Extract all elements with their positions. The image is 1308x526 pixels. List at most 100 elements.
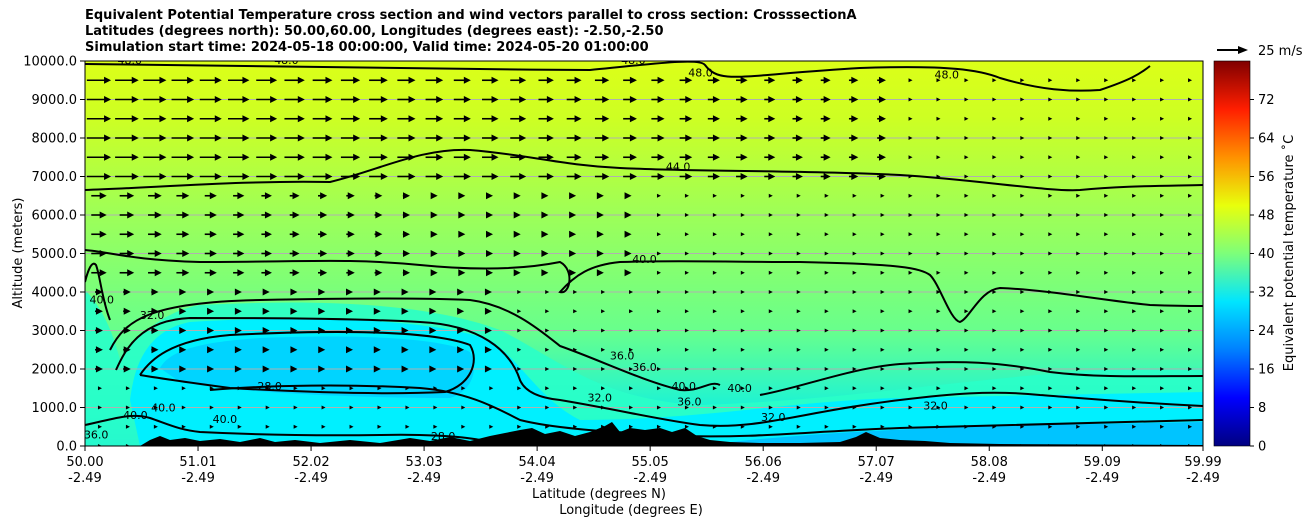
wind-vector — [768, 213, 773, 217]
chart-title: Equivalent Potential Temperature cross s… — [85, 8, 857, 23]
wind-vector — [596, 211, 604, 219]
wind-vector — [97, 424, 102, 429]
wind-vector — [824, 290, 829, 294]
wind-vector — [401, 327, 409, 334]
wind-vector — [796, 367, 801, 371]
wind-vector — [457, 346, 465, 354]
wind-vector — [908, 309, 913, 314]
wind-vector — [707, 96, 720, 103]
wind-vector — [397, 134, 416, 142]
wind-vector — [1076, 78, 1081, 83]
wind-vector — [95, 346, 103, 354]
wind-vector — [1188, 116, 1193, 121]
wind-vector — [176, 192, 190, 200]
wind-vector — [824, 232, 829, 237]
terrain-silhouette — [140, 422, 1203, 446]
wind-vector — [457, 307, 465, 315]
x-tick-label-latitude: 54.04 — [519, 455, 556, 470]
contour-label: 40.0 — [671, 380, 696, 393]
wind-vector — [1132, 97, 1137, 102]
wind-vector — [573, 290, 578, 294]
y-tick-label: 4000.0 — [32, 286, 78, 301]
wind-vector — [290, 288, 298, 296]
x-tick-label-longitude: -2.49 — [1186, 471, 1220, 486]
wind-vector — [545, 328, 550, 333]
wind-vector — [290, 365, 298, 373]
wind-vector — [707, 76, 720, 84]
wind-vector — [936, 328, 941, 333]
wind-vector — [1048, 78, 1053, 83]
wind-vector — [340, 96, 361, 103]
wind-vector — [656, 251, 661, 256]
wind-vector — [143, 115, 167, 123]
wind-vector — [233, 269, 245, 277]
wind-vector — [736, 173, 748, 180]
wind-vector — [880, 386, 885, 391]
wind-vector — [289, 211, 300, 219]
wind-vector — [1020, 290, 1025, 294]
wind-vector — [541, 250, 549, 257]
wind-vector — [848, 153, 859, 161]
wind-vector — [318, 288, 326, 296]
wind-vector — [1104, 251, 1109, 256]
wind-vector — [545, 405, 550, 410]
wind-vector — [1188, 97, 1193, 102]
colorbar-tick-label: 32 — [1258, 286, 1275, 301]
wind-vector — [820, 173, 831, 180]
colorbar-gradient — [1213, 60, 1251, 447]
wind-vector — [712, 328, 717, 333]
wind-vector — [656, 290, 661, 294]
wind-vector — [453, 115, 471, 123]
wind-vector — [964, 290, 969, 294]
x-tick-label-latitude: 57.07 — [858, 455, 895, 470]
wind-vector — [880, 270, 885, 275]
wind-vector — [1160, 328, 1165, 333]
wind-vector — [684, 347, 689, 352]
y-tick-label: 1000.0 — [32, 401, 78, 416]
wind-vector — [402, 269, 411, 277]
x-tick-label-latitude: 59.09 — [1084, 455, 1121, 470]
wind-vector — [601, 309, 606, 314]
wind-vector — [1020, 232, 1025, 237]
wind-vector — [768, 405, 773, 410]
wind-vector — [489, 424, 494, 429]
wind-vector — [538, 96, 554, 103]
wind-vector — [457, 365, 465, 373]
wind-vector — [629, 424, 634, 429]
wind-vector — [679, 153, 693, 161]
wind-vector — [908, 405, 913, 410]
wind-vector — [964, 232, 969, 237]
wind-vector — [171, 173, 195, 180]
wind-vector — [517, 347, 522, 352]
wind-vector — [656, 270, 661, 275]
wind-vector — [566, 134, 582, 142]
x-tick-label-latitude: 53.03 — [405, 455, 442, 470]
wind-vector — [992, 232, 997, 237]
wind-vector — [852, 270, 857, 275]
wind-vector — [340, 134, 361, 142]
wind-vector — [679, 134, 693, 142]
wind-vector — [824, 386, 829, 391]
wind-vector — [1048, 116, 1053, 121]
wind-vector — [796, 309, 801, 314]
wind-vector — [289, 250, 300, 257]
contour-label: 36.0 — [84, 428, 109, 441]
wind-vector — [151, 365, 159, 373]
wind-vector — [374, 192, 383, 200]
wind-vector — [453, 153, 471, 161]
wind-vector — [1132, 116, 1137, 121]
wind-vector — [425, 173, 444, 180]
x-tick-label-longitude: -2.49 — [181, 471, 215, 486]
wind-vector — [936, 270, 941, 275]
wind-vector — [656, 328, 661, 333]
wind-vector — [573, 367, 578, 371]
wind-vector — [312, 96, 333, 103]
wind-vector — [1132, 174, 1137, 179]
wind-vector — [824, 424, 829, 429]
wind-vector — [908, 270, 913, 275]
wind-vector — [1104, 136, 1109, 140]
wind-vector — [992, 251, 997, 256]
wind-vector — [234, 365, 242, 373]
wind-vector — [1188, 328, 1193, 333]
wind-vector — [651, 76, 665, 84]
